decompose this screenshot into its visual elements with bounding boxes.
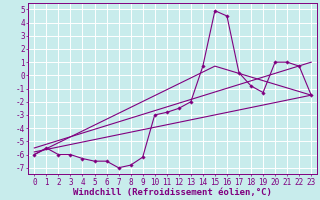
X-axis label: Windchill (Refroidissement éolien,°C): Windchill (Refroidissement éolien,°C) bbox=[73, 188, 272, 197]
